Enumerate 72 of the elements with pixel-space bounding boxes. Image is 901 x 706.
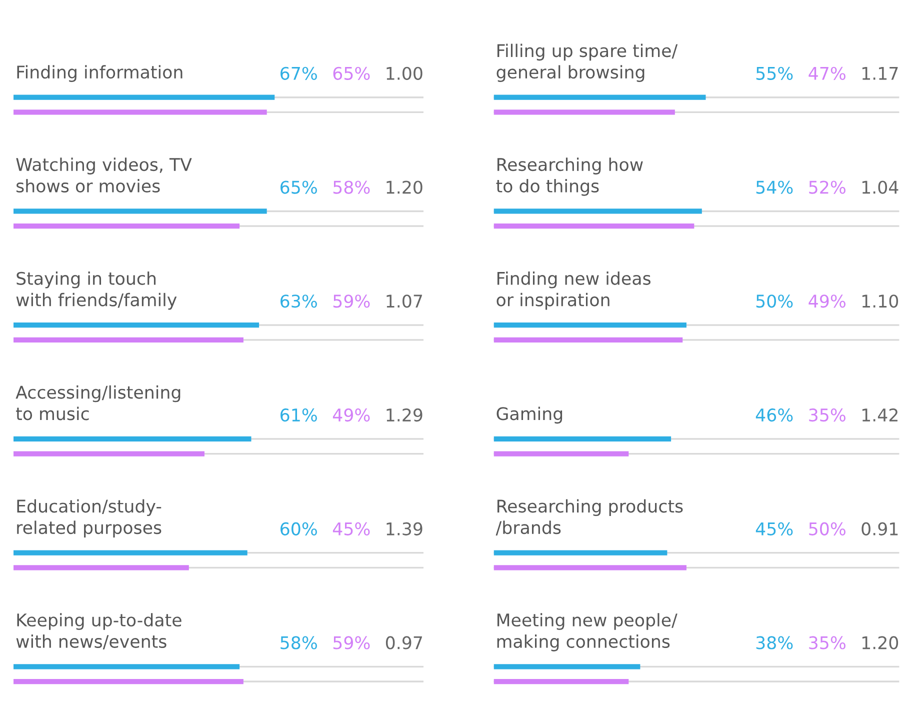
- data-label: 38%: [756, 636, 793, 650]
- bar: [14, 110, 267, 115]
- bar: [494, 223, 694, 229]
- bar: [14, 322, 260, 328]
- bar: [14, 678, 244, 684]
- bar: [14, 550, 248, 556]
- data-label: 46%: [756, 408, 793, 422]
- category-label: Accessing/listening to music: [16, 385, 180, 420]
- data-label: 54%: [756, 180, 793, 194]
- data-label: 59%: [333, 294, 370, 308]
- text: 1.10: [862, 294, 898, 308]
- bar: [494, 337, 683, 342]
- bar: [14, 94, 275, 100]
- bar: [14, 436, 252, 442]
- data-label: 65%: [333, 66, 370, 80]
- data-label: 45%: [756, 522, 793, 536]
- bar: [494, 436, 672, 442]
- data-label: 60%: [280, 522, 317, 536]
- text: 0.91: [862, 522, 898, 536]
- bar: [494, 451, 629, 456]
- bar: [494, 550, 668, 556]
- data-label: 65%: [280, 180, 317, 194]
- text: 1.07: [386, 294, 422, 308]
- bar: [14, 337, 244, 342]
- data-label: 50%: [756, 294, 793, 308]
- data-label: 63%: [280, 294, 317, 308]
- bar: [494, 94, 706, 100]
- text: 0.97: [386, 636, 422, 650]
- data-label: 35%: [809, 408, 846, 422]
- text: 1.17: [862, 67, 898, 80]
- category-label: Finding information: [17, 65, 182, 82]
- data-label: 52%: [809, 180, 846, 194]
- bar: [494, 110, 675, 115]
- bar: [14, 208, 267, 214]
- data-label: 58%: [280, 636, 317, 650]
- bar: [14, 565, 189, 570]
- bar: [494, 664, 640, 670]
- category-label: Finding new ideas or inspiration: [496, 272, 650, 310]
- text: 1.42: [862, 408, 898, 422]
- category-label: Watching videos, TV shows or movies: [16, 158, 192, 192]
- bar: [14, 664, 240, 670]
- data-label: 45%: [332, 522, 370, 536]
- category-label: Education/study- related purposes: [17, 499, 162, 538]
- data-label: 35%: [809, 636, 846, 650]
- data-label: 50%: [809, 522, 846, 536]
- bar: [494, 678, 629, 684]
- text: 1.20: [386, 180, 422, 194]
- category-label: Meeting new people/ making connections: [497, 613, 678, 652]
- text: 1.04: [862, 180, 898, 194]
- category-label: Researching products /brands: [496, 499, 683, 536]
- data-label: 47%: [808, 66, 846, 80]
- data-label: 67%: [280, 66, 317, 80]
- text: 1.29: [386, 408, 422, 422]
- category-label: Keeping up-to-date with news/events: [16, 613, 182, 650]
- data-label: 49%: [808, 294, 846, 308]
- category-label: Gaming: [496, 406, 562, 424]
- bar: [494, 565, 686, 570]
- text: 1.20: [862, 636, 898, 650]
- data-label: 55%: [756, 66, 793, 80]
- category-label: Staying in touch with friends/family: [16, 272, 177, 310]
- text: 1.39: [386, 522, 422, 536]
- bar: [14, 451, 204, 456]
- bar: [494, 208, 702, 214]
- data-label: 49%: [332, 408, 370, 422]
- data-label: 58%: [333, 180, 370, 194]
- bar: [14, 223, 240, 229]
- category-label: Filling up spare time/ general browsing: [496, 44, 678, 82]
- bar: [494, 322, 686, 328]
- category-label: Researching how to do things: [496, 158, 643, 196]
- data-label: 61%: [280, 408, 317, 422]
- text: 1.00: [386, 66, 422, 80]
- data-label: 59%: [333, 636, 370, 650]
